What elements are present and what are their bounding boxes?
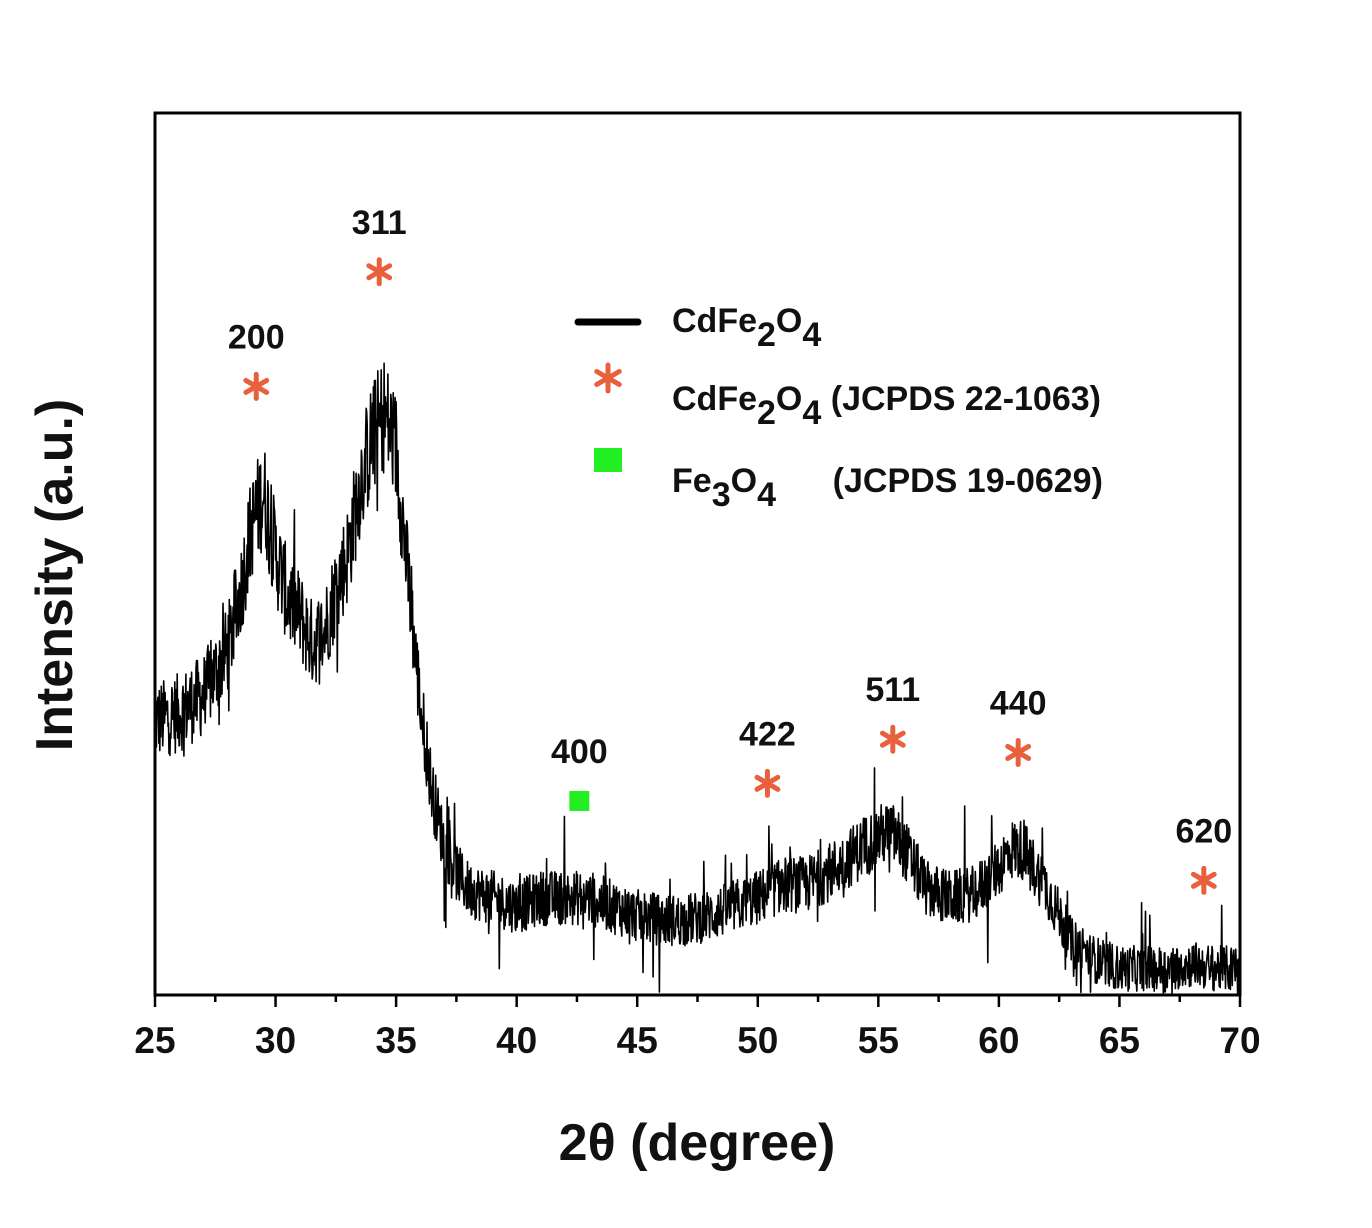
x-tick-label: 55: [858, 1020, 899, 1061]
legend-text-part: (JCPDS 22-1063): [821, 380, 1101, 418]
legend-square-symbol: [594, 448, 622, 472]
legend-entry-text: Fe3O4 (JCPDS 19-0629): [672, 462, 1103, 514]
legend-subscript: 2: [757, 316, 776, 354]
series-line: [154, 362, 1241, 996]
peak-square-marker: [569, 790, 590, 811]
legend-entry-text: CdFe2O4 (JCPDS 22-1063): [672, 380, 1101, 432]
peak-star-marker: [366, 257, 393, 287]
legend-text-part: CdFe: [672, 302, 757, 340]
legend-text-part: CdFe: [672, 380, 757, 418]
x-axis-title: 2θ (degree): [559, 1114, 836, 1172]
peak-label: 200: [228, 318, 285, 356]
legend-subscript: 4: [757, 476, 776, 514]
peak-star-marker: [243, 371, 270, 401]
x-tick-label: 60: [978, 1020, 1019, 1061]
legend-text-part: Fe: [672, 462, 712, 500]
peak-label: 620: [1175, 812, 1232, 850]
x-tick-label: 40: [496, 1020, 537, 1061]
x-tick-label: 25: [134, 1020, 175, 1061]
peak-star-marker: [1190, 865, 1217, 895]
x-tick-label: 30: [255, 1020, 296, 1061]
legend-star-symbol: [594, 362, 622, 394]
peak-label: 311: [352, 204, 407, 242]
plot-frame: [153, 111, 1242, 997]
plot-area-border: [153, 111, 1242, 997]
peak-label: 400: [551, 733, 608, 771]
legend-entry-text: CdFe2O4: [672, 302, 821, 354]
x-tick-label: 70: [1219, 1020, 1260, 1061]
y-axis-title: Intensity (a.u.): [26, 399, 84, 751]
peak-star-marker: [1005, 737, 1032, 767]
legend-text-part: O: [776, 302, 802, 340]
axis-ticks: 25 30 35 40 45 50 55 60 65 70: [134, 995, 1261, 1061]
peak-label: 422: [739, 715, 796, 753]
x-tick-label: 65: [1099, 1020, 1140, 1061]
legend-subscript: 4: [802, 316, 821, 354]
peak-star-marker: [879, 724, 906, 754]
legend-text-part: (JCPDS 19-0629): [776, 462, 1103, 500]
legend-text-part: O: [776, 380, 802, 418]
x-tick-label: 35: [376, 1020, 417, 1061]
legend-text-part: O: [731, 462, 757, 500]
legend-subscript: 2: [757, 394, 776, 432]
x-tick-label: 45: [617, 1020, 658, 1061]
peak-label: 440: [990, 684, 1047, 722]
x-tick-label: 50: [737, 1020, 778, 1061]
legend-subscript: 3: [712, 476, 731, 514]
peak-label: 511: [865, 671, 920, 709]
legend-subscript: 4: [802, 394, 821, 432]
peak-star-marker: [754, 768, 781, 798]
series-layer: [154, 362, 1241, 996]
